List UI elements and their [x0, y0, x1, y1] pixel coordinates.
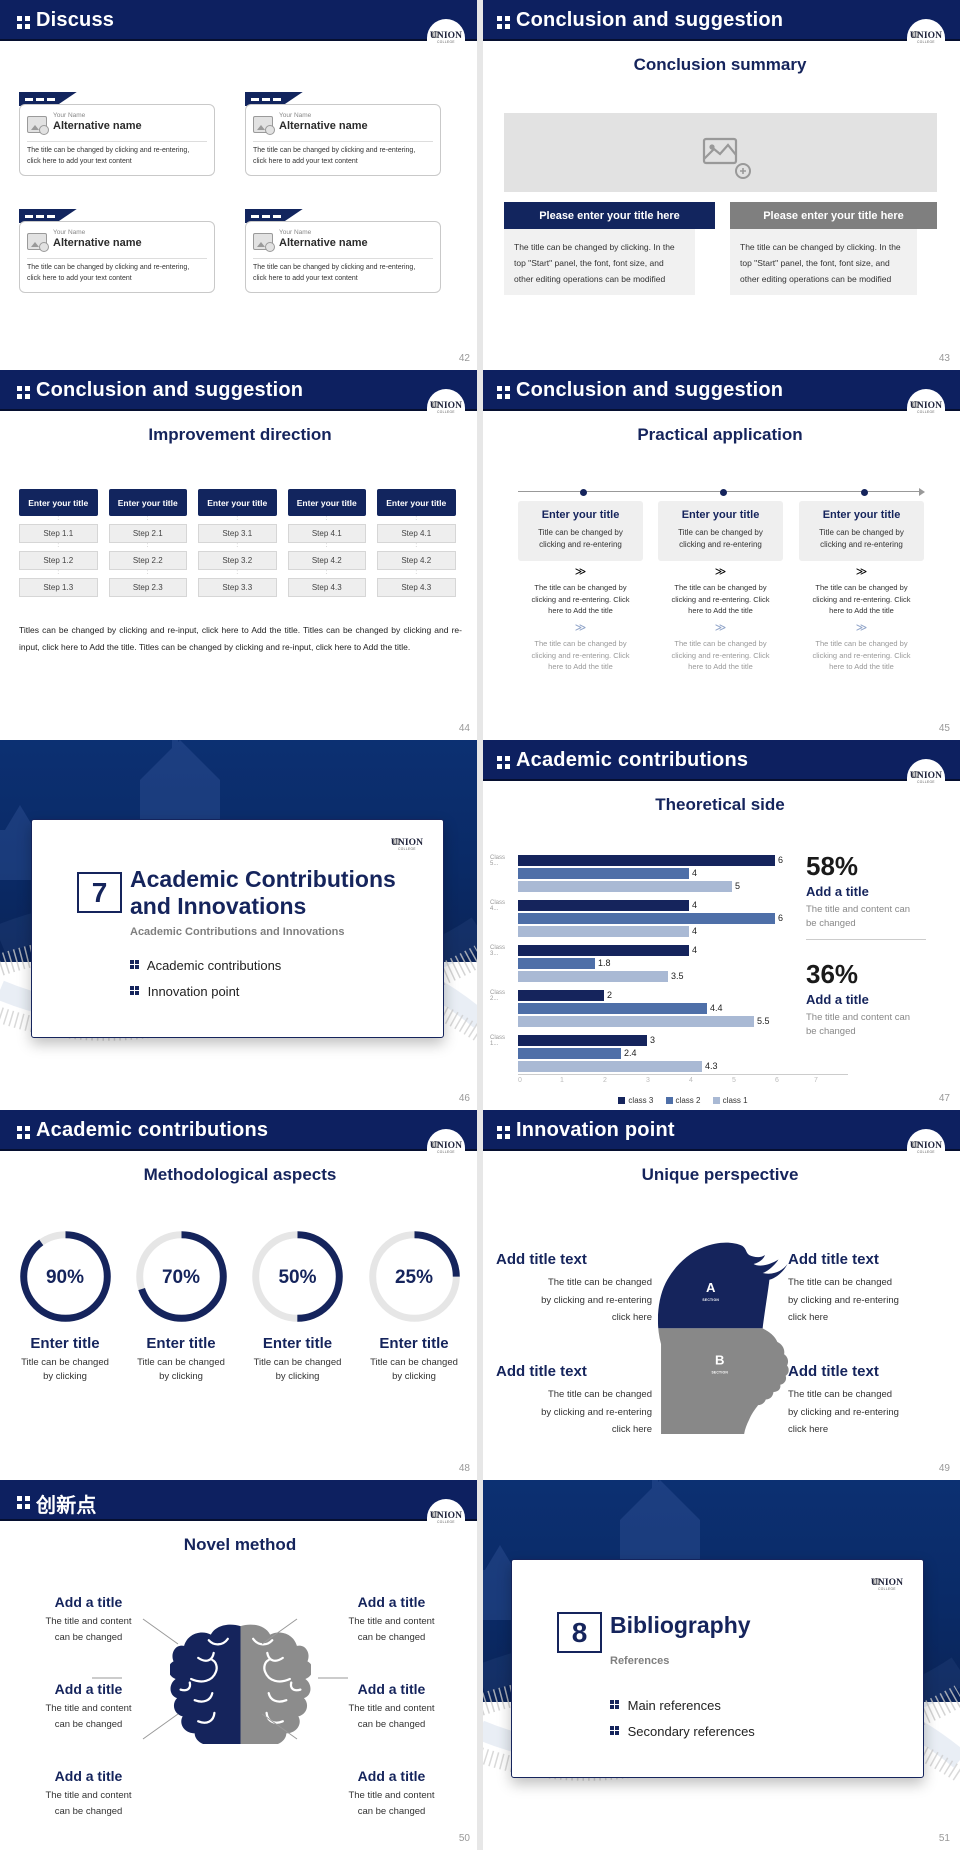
svg-text:A: A [706, 1280, 716, 1295]
svg-text:SECTION: SECTION [702, 1298, 719, 1302]
svg-text:SECTION: SECTION [711, 1371, 728, 1375]
svg-text:B: B [715, 1352, 724, 1367]
